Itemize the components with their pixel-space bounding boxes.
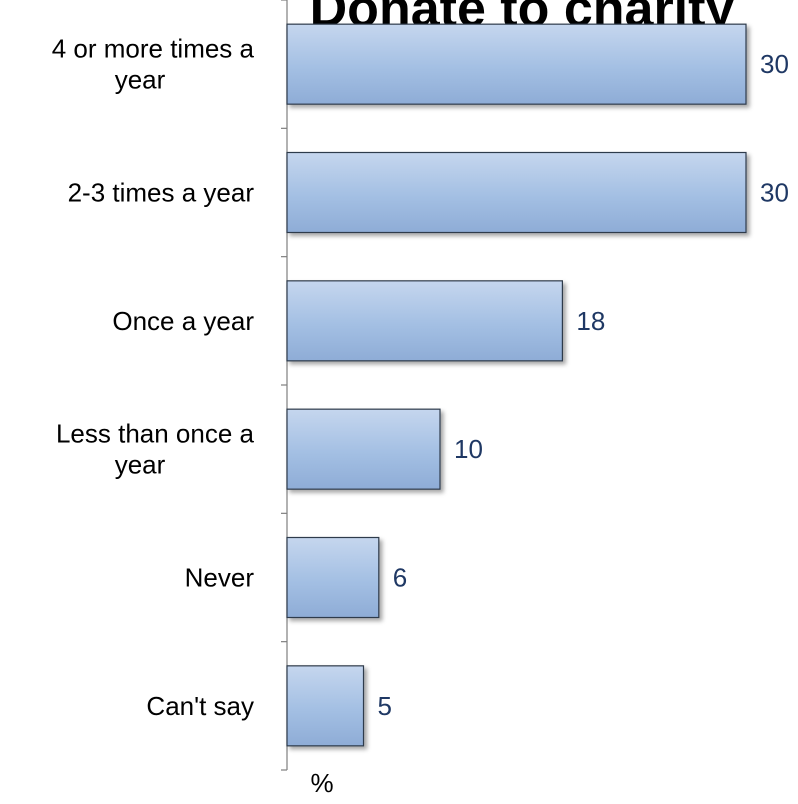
- bars-layer: [286, 23, 747, 747]
- x-axis-label: %: [310, 768, 333, 798]
- value-label-0: 30: [760, 49, 789, 79]
- bar-2: [286, 280, 563, 362]
- category-label-2: Once a year: [112, 306, 254, 336]
- category-label-5: Can't say: [146, 691, 254, 721]
- bar-5: [286, 665, 365, 747]
- bar-4: [286, 536, 380, 619]
- value-label-1: 30: [760, 178, 789, 208]
- axis-layer: [281, 0, 288, 771]
- category-label-1: 2-3 times a year: [68, 178, 255, 208]
- labels-layer: 30 4 or more times a year 30 2-3 times a yea…: [52, 34, 789, 721]
- value-label-4: 6: [393, 563, 407, 593]
- bar-0: [286, 23, 747, 105]
- value-label-5: 5: [378, 691, 392, 721]
- bar-1: [286, 151, 747, 234]
- category-label-0: 4 or more times a year: [52, 34, 255, 95]
- category-label-4: Never: [185, 563, 255, 593]
- category-label-3: Less than once a year: [56, 419, 255, 480]
- value-label-2: 18: [576, 306, 605, 336]
- bar-3: [286, 408, 441, 490]
- value-label-3: 10: [454, 434, 483, 464]
